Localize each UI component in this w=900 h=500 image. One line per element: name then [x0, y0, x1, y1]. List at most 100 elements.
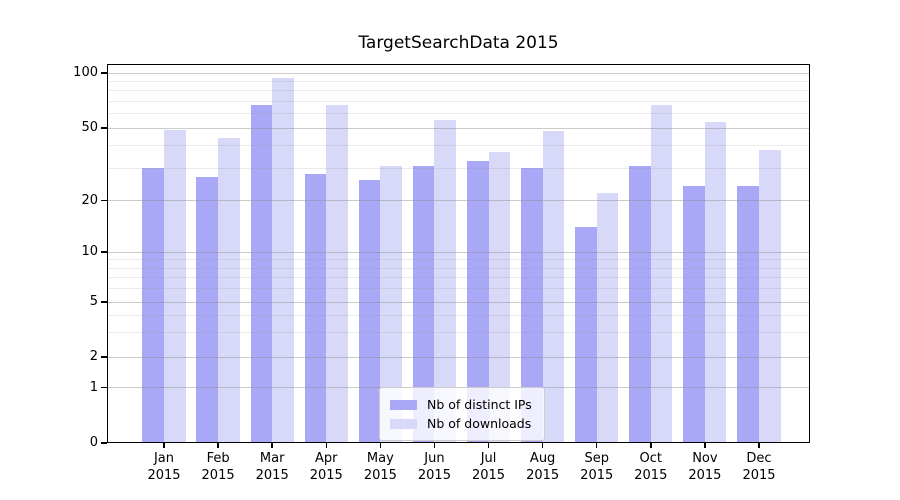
- x-tick-mark-mar: [271, 443, 273, 448]
- month-label: Oct: [639, 451, 663, 466]
- x-tick-mark-nov: [704, 443, 706, 448]
- major-gridline-20: [107, 200, 810, 201]
- minor-gridline-3: [107, 332, 810, 334]
- year-label: 2015: [471, 468, 506, 483]
- bar-ips-apr: [304, 173, 327, 443]
- x-tick-label-feb: Feb 2015: [190, 450, 246, 484]
- year-label: 2015: [147, 468, 181, 483]
- x-tick-mark-apr: [325, 443, 327, 448]
- x-tick-mark-sep: [596, 443, 598, 448]
- y-tick-label-50: 50: [81, 120, 98, 135]
- y-tick-mark-2: [101, 356, 107, 358]
- y-tick-mark-20: [101, 199, 107, 202]
- month-label: Jul: [480, 451, 497, 466]
- x-tick-mark-dec: [758, 443, 760, 448]
- minor-gridline-8: [107, 267, 810, 269]
- y-tick-mark-50: [101, 127, 107, 129]
- month-label: Jun: [424, 451, 445, 466]
- year-label: 2015: [309, 468, 343, 483]
- bar-ips-feb: [196, 176, 219, 443]
- month-label: Nov: [692, 451, 718, 466]
- major-gridline-100: [107, 72, 810, 74]
- bar-ips-dec: [737, 186, 759, 443]
- x-tick-label-jan: Jan 2015: [136, 450, 192, 484]
- y-tick-label-2: 2: [89, 349, 98, 364]
- minor-gridline-90: [107, 80, 810, 82]
- major-gridline-50: [107, 127, 810, 129]
- major-gridline-5: [107, 301, 810, 303]
- left-spine: [107, 64, 109, 443]
- x-tick-label-nov: Nov 2015: [677, 450, 733, 484]
- chart-title: TargetSearchData 2015: [358, 33, 559, 53]
- x-tick-label-may: May 2015: [352, 450, 408, 484]
- y-tick-label-5: 5: [89, 294, 98, 309]
- bar-downloads-sep: [596, 192, 619, 443]
- month-label: May: [366, 451, 394, 466]
- legend: Nb of distinct IPs Nb of downloads: [379, 387, 545, 441]
- bar-ips-mar: [250, 104, 273, 443]
- minor-gridline-80: [107, 90, 810, 92]
- year-label: 2015: [634, 468, 668, 483]
- bar-ips-nov: [683, 186, 705, 443]
- month-label: Feb: [206, 451, 230, 466]
- x-tick-label-mar: Mar 2015: [244, 450, 300, 484]
- x-tick-label-sep: Sep 2015: [569, 450, 625, 484]
- bar-downloads-mar: [272, 77, 294, 443]
- y-tick-mark-1: [101, 386, 107, 389]
- month-label: Sep: [584, 451, 609, 466]
- month-label: Jan: [153, 451, 175, 466]
- bar-downloads-nov: [704, 121, 727, 443]
- bar-ips-oct: [629, 165, 651, 443]
- x-tick-label-aug: Aug 2015: [515, 450, 571, 484]
- legend-label-downloads: Nb of downloads: [427, 416, 532, 431]
- x-tick-mark-jul: [487, 443, 490, 448]
- plot-area: Nb of distinct IPs Nb of downloads: [107, 64, 810, 443]
- month-label: Mar: [259, 451, 285, 466]
- minor-gridline-70: [107, 100, 810, 102]
- x-tick-label-apr: Apr 2015: [298, 450, 354, 484]
- legend-row-downloads: Nb of downloads: [390, 414, 532, 433]
- year-label: 2015: [688, 468, 722, 483]
- x-tick-mark-jan: [163, 443, 165, 448]
- minor-gridline-4: [107, 314, 810, 316]
- month-label: Aug: [529, 451, 556, 466]
- bar-downloads-jan: [164, 129, 186, 443]
- y-tick-mark-100: [101, 72, 107, 74]
- y-tick-label-0: 0: [89, 435, 98, 450]
- x-tick-mark-may: [379, 443, 382, 448]
- minor-gridline-30: [107, 167, 810, 169]
- x-tick-label-dec: Dec 2015: [731, 450, 787, 484]
- y-tick-mark-0: [101, 442, 107, 444]
- x-tick-label-jun: Jun 2015: [406, 450, 462, 484]
- x-tick-mark-jun: [433, 443, 436, 448]
- year-label: 2015: [742, 468, 776, 483]
- y-tick-label-10: 10: [81, 244, 98, 259]
- x-tick-mark-oct: [650, 443, 652, 448]
- minor-gridline-40: [107, 145, 810, 147]
- legend-swatch-downloads: [390, 418, 417, 429]
- month-label: Dec: [746, 451, 772, 466]
- legend-row-distinct_ips: Nb of distinct IPs: [390, 395, 532, 414]
- bar-downloads-feb: [218, 138, 240, 443]
- month-label: Apr: [315, 451, 338, 466]
- year-label: 2015: [526, 468, 560, 483]
- legend-label-distinct_ips: Nb of distinct IPs: [427, 397, 532, 412]
- bar-downloads-aug: [542, 131, 565, 443]
- x-tick-label-oct: Oct 2015: [623, 450, 679, 484]
- bar-ips-sep: [575, 227, 597, 443]
- major-gridline-10: [107, 251, 810, 253]
- bar-downloads-dec: [758, 149, 781, 443]
- bar-ips-may: [358, 179, 381, 443]
- year-label: 2015: [363, 468, 397, 483]
- year-label: 2015: [201, 468, 235, 483]
- x-tick-label-jul: Jul 2015: [461, 450, 517, 484]
- bar-downloads-apr: [326, 104, 348, 443]
- y-tick-mark-10: [101, 251, 107, 253]
- y-tick-label-100: 100: [73, 65, 98, 80]
- year-label: 2015: [417, 468, 451, 483]
- y-tick-mark-5: [101, 301, 107, 303]
- year-label: 2015: [580, 468, 614, 483]
- x-tick-mark-aug: [541, 443, 544, 448]
- x-tick-mark-feb: [217, 443, 219, 448]
